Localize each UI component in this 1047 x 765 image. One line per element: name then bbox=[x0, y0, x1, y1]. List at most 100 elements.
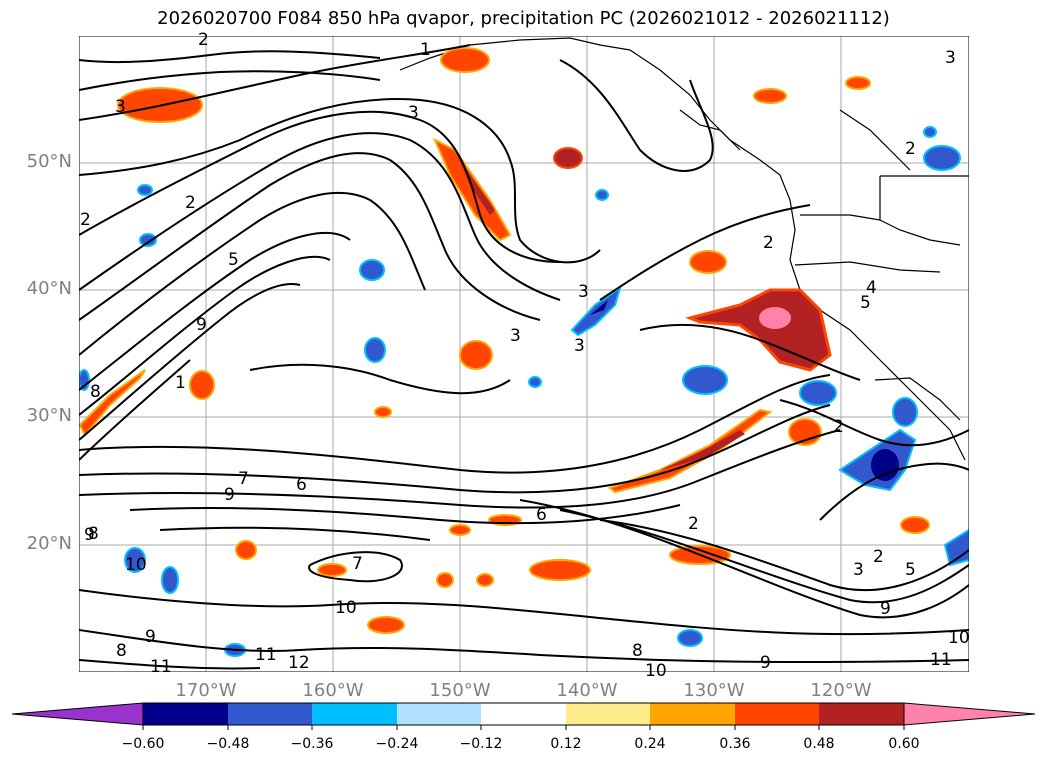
contour-label: 2 bbox=[873, 547, 884, 567]
contour-label: 2 bbox=[833, 417, 844, 437]
precip-positive bbox=[367, 616, 405, 634]
contour-label: 3 bbox=[945, 48, 956, 68]
precip-negative bbox=[923, 126, 937, 138]
contour-label: 7 bbox=[352, 554, 363, 574]
precip-positive bbox=[607, 408, 773, 494]
colorbar-tick-label: 0.24 bbox=[634, 736, 666, 752]
contour-label: 3 bbox=[510, 326, 521, 346]
colorbar-segment bbox=[397, 703, 481, 725]
colorbar-segment bbox=[481, 703, 566, 725]
colorbar-segment bbox=[143, 703, 228, 725]
precip-positive bbox=[553, 147, 583, 169]
contour-line bbox=[308, 551, 403, 583]
contour-line bbox=[79, 629, 969, 664]
precip-negative bbox=[161, 566, 179, 594]
colorbar-segment bbox=[312, 703, 397, 725]
contour-label: 9 bbox=[224, 485, 235, 505]
precip-negative bbox=[677, 629, 703, 647]
map-background bbox=[79, 36, 969, 672]
contour-line bbox=[79, 191, 426, 356]
contour-label: 8 bbox=[116, 641, 127, 661]
contour-label: 2 bbox=[80, 210, 91, 230]
contour-label: 3 bbox=[115, 97, 126, 117]
contour-line bbox=[79, 98, 601, 264]
contour-line bbox=[79, 429, 841, 509]
lon-label-120w: 120°W bbox=[810, 680, 872, 701]
contour-line bbox=[79, 70, 381, 91]
contour-label: 5 bbox=[905, 560, 916, 580]
lon-label-160w: 160°W bbox=[302, 680, 364, 701]
colorbar bbox=[11, 702, 1036, 730]
precip-negative bbox=[137, 184, 153, 196]
contour-line bbox=[79, 404, 831, 494]
precip-positive bbox=[845, 76, 871, 90]
contour-line bbox=[79, 589, 969, 636]
colorbar-segment bbox=[228, 703, 312, 725]
contour-label: 3 bbox=[578, 282, 589, 302]
contour-line bbox=[79, 152, 541, 321]
contour-line bbox=[159, 526, 431, 541]
precip-negative bbox=[923, 145, 961, 171]
contour-line bbox=[79, 44, 471, 121]
colorbar-segment bbox=[819, 703, 904, 725]
lat-label-20n: 20°N bbox=[26, 533, 72, 554]
contour-label: 11 bbox=[150, 657, 172, 677]
colorbar-tick-label: −0.36 bbox=[290, 736, 334, 752]
contour-label: 4 bbox=[866, 278, 877, 298]
colorbar-segment bbox=[650, 703, 735, 725]
precip-positive bbox=[235, 540, 257, 560]
precip-negative bbox=[359, 259, 385, 281]
precip-positive bbox=[317, 563, 347, 577]
contour-label: 5 bbox=[228, 250, 239, 270]
contour-label: 3 bbox=[574, 336, 585, 356]
contour-line bbox=[599, 204, 811, 301]
contour-label: 7 bbox=[238, 469, 249, 489]
lat-label-30n: 30°N bbox=[26, 405, 72, 426]
lon-label-150w: 150°W bbox=[429, 680, 491, 701]
contour-line bbox=[779, 399, 969, 447]
contour-line bbox=[559, 59, 714, 172]
contour-label: 3 bbox=[408, 103, 419, 123]
gridlines bbox=[79, 36, 969, 672]
precip-negative bbox=[943, 528, 969, 567]
precip-positive bbox=[689, 250, 727, 274]
precip-negative bbox=[595, 189, 609, 201]
contour-label: 1 bbox=[175, 373, 186, 393]
precip-positive bbox=[476, 573, 494, 587]
colorbar-segment bbox=[566, 703, 650, 725]
precip-negative bbox=[528, 376, 542, 388]
contour-label: 5 bbox=[860, 293, 871, 313]
contour-label: 10 bbox=[125, 555, 147, 575]
contour-label: 8 bbox=[88, 524, 99, 544]
precip-positive bbox=[189, 370, 215, 400]
contour-line bbox=[79, 232, 351, 391]
colorbar-under-extend bbox=[11, 702, 144, 726]
colorbar-over-extend bbox=[903, 702, 1036, 726]
contour-line bbox=[129, 504, 681, 525]
contour-label: 10 bbox=[948, 628, 970, 648]
contour-label: 2 bbox=[198, 30, 209, 50]
map-title: 2026020700 F084 850 hPa qvapor, precipit… bbox=[157, 8, 890, 29]
contour-label: 9 bbox=[84, 525, 95, 545]
contour-line bbox=[79, 374, 831, 474]
colorbar-segment bbox=[735, 703, 819, 725]
coastline bbox=[399, 37, 969, 461]
contour-label-group: 2 1 3 3 2 5 9 1 2 8 3 3 2 4 5 9 7 6 9 8 … bbox=[80, 30, 970, 681]
precip-shading bbox=[79, 47, 969, 657]
precip-negative bbox=[364, 337, 386, 363]
contour-label: 9 bbox=[196, 315, 207, 335]
contour-line bbox=[819, 462, 969, 521]
contour-line bbox=[599, 519, 969, 592]
colorbar-tick-label: 0.60 bbox=[888, 736, 920, 752]
contour-line bbox=[559, 509, 969, 604]
contour-label: 9 bbox=[880, 599, 891, 619]
contour-label: 9 bbox=[760, 653, 771, 673]
contour-line bbox=[79, 110, 561, 263]
contour-label: 11 bbox=[930, 650, 952, 670]
precip-negative bbox=[892, 397, 918, 427]
contour-line bbox=[79, 283, 301, 441]
contour-label: 2 bbox=[905, 139, 916, 159]
colorbar-tick-label: −0.48 bbox=[206, 736, 250, 752]
contour-label: 2 bbox=[763, 233, 774, 253]
